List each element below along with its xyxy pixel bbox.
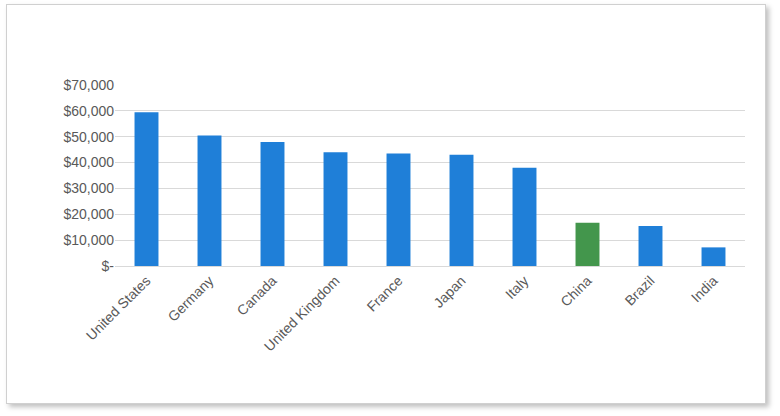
svg-text:$10,000: $10,000 <box>63 232 114 248</box>
svg-text:$50,000: $50,000 <box>63 129 114 145</box>
svg-text:France: France <box>363 272 405 314</box>
svg-text:$60,000: $60,000 <box>63 103 114 119</box>
svg-text:Japan: Japan <box>430 273 468 311</box>
svg-text:Brazil: Brazil <box>621 273 657 309</box>
svg-text:Italy: Italy <box>502 273 531 302</box>
svg-text:United States: United States <box>83 273 154 344</box>
svg-text:$70,000: $70,000 <box>63 77 114 93</box>
svg-text:United Kingdom: United Kingdom <box>261 273 343 355</box>
svg-text:$40,000: $40,000 <box>63 154 114 170</box>
svg-text:China: China <box>557 272 594 309</box>
svg-text:$30,000: $30,000 <box>63 180 114 196</box>
svg-text:Germany: Germany <box>165 273 217 325</box>
svg-text:India: India <box>688 272 721 305</box>
svg-text:$20,000: $20,000 <box>63 206 114 222</box>
svg-text:Canada: Canada <box>234 272 280 318</box>
svg-text:$-: $- <box>102 258 115 274</box>
